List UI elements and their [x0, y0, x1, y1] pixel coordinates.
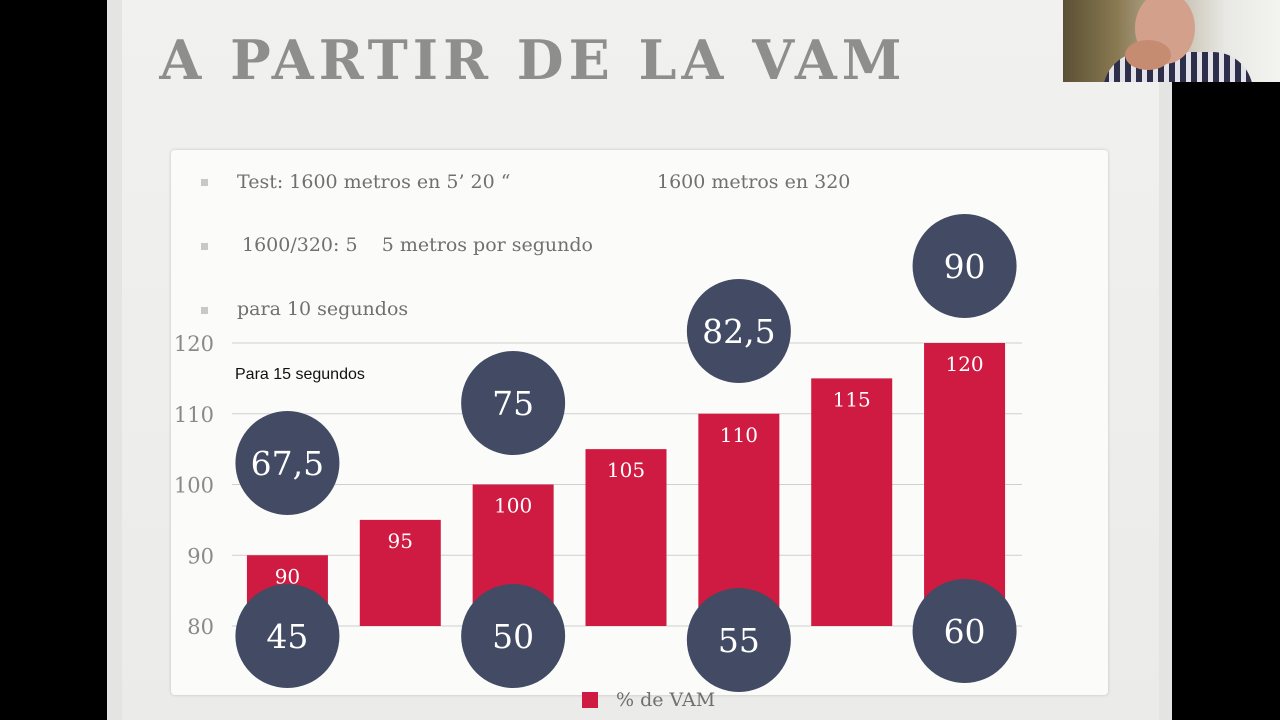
bar — [924, 343, 1006, 626]
legend-label: % de VAM — [616, 689, 716, 711]
y-tick-label: 120 — [174, 332, 214, 356]
bottom-circle-label: 50 — [492, 617, 534, 656]
bullet-text-2: 1600/320: 5 5 metros por segundo — [242, 234, 593, 256]
top-circle — [912, 214, 1017, 318]
bullet-extra-1: 1600 metros en 320 — [657, 171, 851, 193]
top-circle-label: 67,5 — [251, 444, 324, 483]
bottom-circle — [912, 579, 1017, 683]
webcam-person-hand — [1125, 40, 1171, 70]
bar-value-label: 95 — [388, 529, 413, 553]
bar — [585, 449, 667, 626]
y-tick-label: 110 — [174, 403, 214, 427]
top-circle — [235, 411, 340, 515]
top-circle-label: 90 — [944, 247, 986, 286]
top-circle-label: 75 — [492, 384, 534, 423]
bullet-icon — [201, 243, 208, 250]
bullet-text-3: para 10 segundos — [237, 298, 409, 320]
top-circle-label: 82,5 — [702, 312, 775, 351]
top-circle — [686, 279, 791, 383]
bar-value-label: 110 — [720, 423, 758, 447]
y-tick-label: 100 — [174, 474, 214, 498]
y-tick-label: 90 — [187, 544, 214, 568]
bar-value-label: 105 — [607, 458, 645, 482]
bottom-circle — [461, 584, 566, 688]
y-tick-label: 80 — [187, 615, 214, 639]
bottom-circle-label: 45 — [266, 617, 308, 656]
bullet-text-1: Test: 1600 metros en 5’ 20 “ — [237, 171, 511, 193]
note-text: Para 15 segundos — [235, 366, 365, 383]
bar-value-label: 100 — [494, 494, 532, 518]
legend-swatch — [582, 692, 598, 708]
bottom-circle-label: 55 — [718, 621, 760, 660]
webcam-video[interactable] — [1063, 0, 1280, 82]
bottom-circle — [686, 588, 791, 692]
bar-value-label: 120 — [945, 352, 983, 376]
top-circle — [461, 351, 566, 455]
bottom-circle-label: 60 — [944, 612, 986, 651]
bullet-icon — [201, 307, 208, 314]
slide-title: A PARTIR DE LA VAM — [159, 28, 907, 92]
bottom-circle — [235, 584, 340, 688]
bullet-icon — [201, 179, 208, 186]
bar — [359, 519, 441, 626]
chart-legend: % de VAM — [582, 688, 715, 712]
bar-value-label: 115 — [833, 387, 871, 411]
bar — [811, 378, 893, 626]
